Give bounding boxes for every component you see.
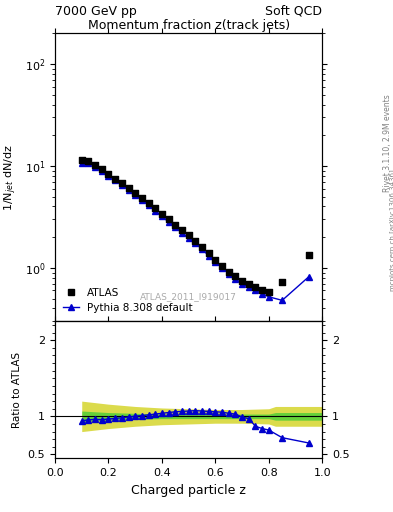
Pythia 8.308 default bbox=[193, 240, 198, 246]
Legend: ATLAS, Pythia 8.308 default: ATLAS, Pythia 8.308 default bbox=[60, 285, 196, 316]
Pythia 8.308 default bbox=[226, 270, 231, 276]
Text: mcplots.cern.ch [arXiv:1306.3436]: mcplots.cern.ch [arXiv:1306.3436] bbox=[389, 169, 393, 291]
Pythia 8.308 default bbox=[186, 234, 191, 241]
ATLAS bbox=[159, 209, 165, 218]
Pythia 8.308 default bbox=[153, 207, 158, 214]
Y-axis label: 1/N$_{jet}$ dN/dz: 1/N$_{jet}$ dN/dz bbox=[3, 144, 19, 210]
ATLAS bbox=[266, 288, 272, 296]
Pythia 8.308 default bbox=[119, 182, 124, 188]
ATLAS bbox=[165, 215, 172, 223]
Pythia 8.308 default bbox=[280, 297, 285, 304]
Text: ATLAS_2011_I919017: ATLAS_2011_I919017 bbox=[140, 292, 237, 301]
Pythia 8.308 default bbox=[307, 273, 311, 280]
Pythia 8.308 default bbox=[180, 230, 184, 236]
Pythia 8.308 default bbox=[253, 287, 258, 293]
Pythia 8.308 default bbox=[166, 219, 171, 225]
Pythia 8.308 default bbox=[140, 197, 144, 203]
Pythia 8.308 default bbox=[246, 284, 251, 290]
ATLAS bbox=[99, 165, 105, 173]
ATLAS bbox=[92, 161, 98, 169]
Pythia 8.308 default bbox=[233, 276, 238, 282]
ATLAS bbox=[152, 204, 158, 212]
Pythia 8.308 default bbox=[113, 177, 118, 183]
Y-axis label: Ratio to ATLAS: Ratio to ATLAS bbox=[12, 352, 22, 428]
Text: Soft QCD: Soft QCD bbox=[265, 5, 322, 18]
ATLAS bbox=[226, 267, 232, 275]
Pythia 8.308 default bbox=[93, 164, 97, 170]
ATLAS bbox=[232, 272, 239, 280]
Pythia 8.308 default bbox=[240, 281, 244, 287]
ATLAS bbox=[145, 199, 152, 207]
ATLAS bbox=[85, 157, 92, 165]
Pythia 8.308 default bbox=[200, 246, 204, 252]
ATLAS bbox=[219, 262, 225, 270]
Pythia 8.308 default bbox=[260, 290, 264, 296]
ATLAS bbox=[179, 226, 185, 234]
ATLAS bbox=[192, 237, 198, 245]
ATLAS bbox=[206, 249, 212, 257]
Text: 7000 GeV pp: 7000 GeV pp bbox=[55, 5, 137, 18]
Pythia 8.308 default bbox=[173, 224, 178, 230]
Pythia 8.308 default bbox=[160, 214, 164, 220]
Title: Momentum fraction z(track jets): Momentum fraction z(track jets) bbox=[88, 19, 290, 32]
ATLAS bbox=[306, 250, 312, 259]
Pythia 8.308 default bbox=[133, 192, 138, 198]
Pythia 8.308 default bbox=[266, 294, 271, 300]
Pythia 8.308 default bbox=[206, 252, 211, 259]
ATLAS bbox=[246, 280, 252, 288]
Pythia 8.308 default bbox=[213, 259, 218, 265]
ATLAS bbox=[105, 170, 112, 178]
Pythia 8.308 default bbox=[99, 168, 104, 174]
ATLAS bbox=[132, 189, 138, 197]
Line: Pythia 8.308 default: Pythia 8.308 default bbox=[79, 160, 312, 303]
ATLAS bbox=[139, 194, 145, 202]
ATLAS bbox=[199, 243, 205, 251]
ATLAS bbox=[119, 179, 125, 187]
ATLAS bbox=[125, 184, 132, 192]
ATLAS bbox=[185, 231, 192, 239]
Text: Rivet 3.1.10, 2.9M events: Rivet 3.1.10, 2.9M events bbox=[383, 95, 391, 192]
Pythia 8.308 default bbox=[126, 186, 131, 193]
Pythia 8.308 default bbox=[106, 173, 111, 179]
ATLAS bbox=[252, 283, 259, 291]
Pythia 8.308 default bbox=[146, 202, 151, 208]
ATLAS bbox=[239, 276, 245, 285]
X-axis label: Charged particle z: Charged particle z bbox=[131, 483, 246, 497]
Pythia 8.308 default bbox=[79, 159, 84, 165]
ATLAS bbox=[279, 278, 285, 286]
ATLAS bbox=[212, 255, 219, 264]
ATLAS bbox=[259, 286, 265, 294]
ATLAS bbox=[112, 175, 118, 183]
ATLAS bbox=[172, 221, 178, 229]
ATLAS bbox=[79, 156, 85, 164]
Pythia 8.308 default bbox=[220, 265, 224, 271]
Pythia 8.308 default bbox=[86, 160, 91, 166]
